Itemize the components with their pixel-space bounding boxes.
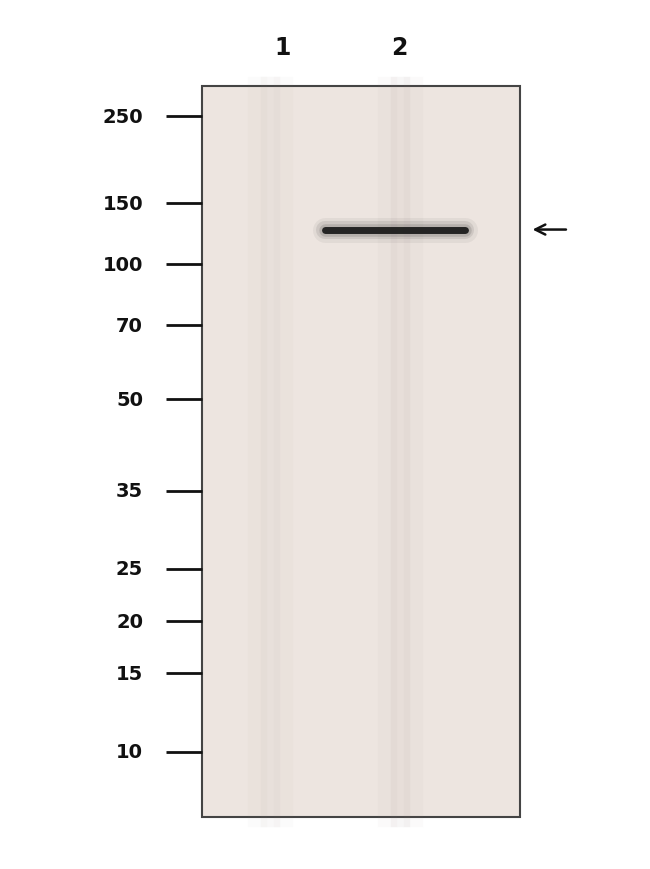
Text: 15: 15 (116, 664, 143, 683)
Text: 100: 100 (103, 255, 143, 275)
Text: 35: 35 (116, 481, 143, 501)
Text: 2: 2 (391, 36, 408, 60)
Text: 250: 250 (103, 108, 143, 127)
Text: 20: 20 (116, 612, 143, 631)
Text: 150: 150 (103, 195, 143, 214)
Text: 50: 50 (116, 390, 143, 409)
Bar (202, 87, 520, 817)
Text: 10: 10 (116, 742, 143, 761)
Text: 25: 25 (116, 560, 143, 579)
Text: 70: 70 (116, 316, 143, 335)
Text: 1: 1 (274, 36, 291, 60)
